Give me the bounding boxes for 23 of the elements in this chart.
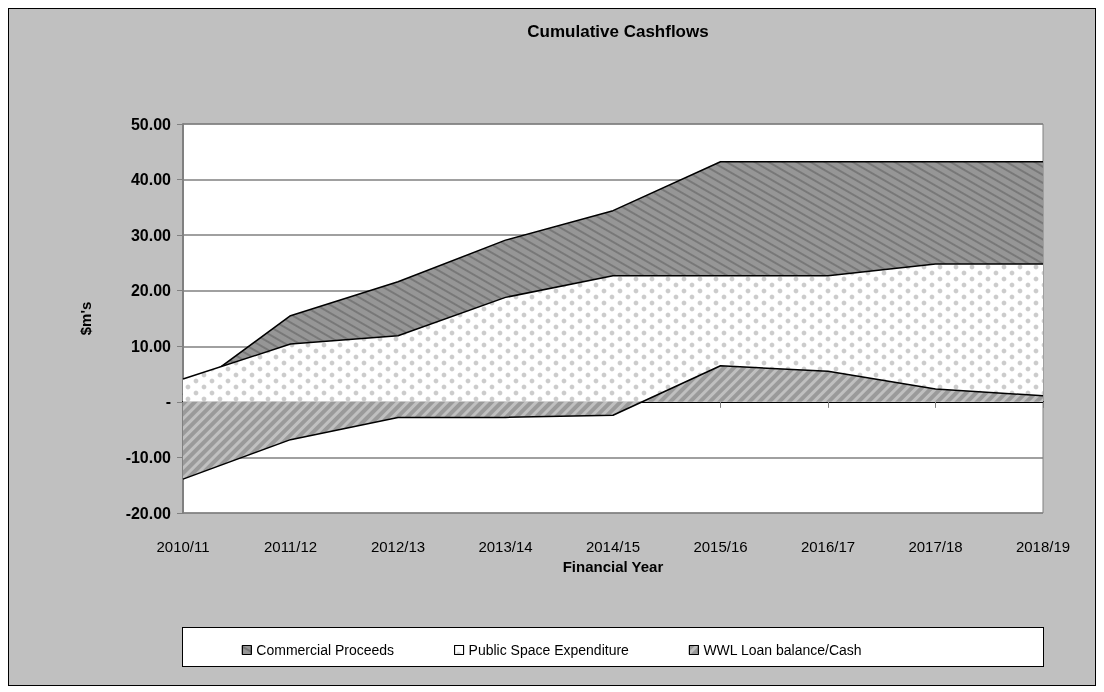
x-tick-label: 2018/19 bbox=[1015, 538, 1071, 555]
y-tick-label: -10.00 bbox=[125, 448, 172, 466]
x-tick-label: 2017/18 bbox=[908, 538, 963, 555]
x-tick-label: 2011/12 bbox=[263, 538, 318, 555]
x-tick-label: 2015/16 bbox=[693, 538, 748, 555]
y-tick-label: 30.00 bbox=[130, 226, 172, 244]
x-axis-title: Financial Year bbox=[562, 557, 664, 575]
x-tick-label: 2012/13 bbox=[370, 538, 426, 555]
chart-title: Cumulative Cashflows bbox=[527, 22, 709, 41]
legend-label: Commercial Proceeds bbox=[256, 642, 395, 658]
x-tick-label: 2013/14 bbox=[478, 538, 533, 555]
x-tick-label: 2016/17 bbox=[800, 538, 856, 555]
x-tick-label: 2010/11 bbox=[156, 538, 210, 555]
y-tick-label: 40.00 bbox=[130, 171, 172, 189]
legend-label: WWL Loan balance/Cash bbox=[703, 642, 862, 658]
y-tick-label: -20.00 bbox=[125, 504, 172, 522]
x-tick-label: 2014/15 bbox=[585, 538, 641, 555]
y-tick-label: 50.00 bbox=[130, 115, 172, 133]
y-tick-label: 10.00 bbox=[130, 337, 172, 355]
y-axis-title: $m's bbox=[77, 301, 94, 336]
y-tick-label: 20.00 bbox=[130, 282, 172, 300]
legend-label: Public Space Expenditure bbox=[468, 642, 630, 658]
y-tick-label: - bbox=[165, 393, 171, 411]
